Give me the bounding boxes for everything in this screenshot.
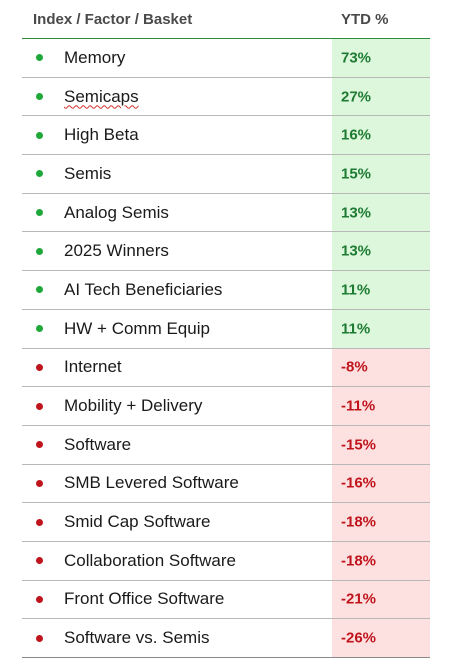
green-bullet-icon [36,286,43,294]
row-name: High Beta [64,125,139,145]
row-name: Semicaps [64,86,139,106]
ytd-value: -8% [341,358,368,376]
table-row: Internet -8% [22,348,430,388]
table-body: Memory 73% Semicaps 27% High Beta 16% Semis 15%… [22,39,430,658]
row-name: SMB Levered Software [64,473,239,493]
table-header: Index / Factor / Basket YTD % [22,0,430,39]
red-bullet-icon [36,557,43,565]
ytd-cell: 73% [332,39,430,77]
red-bullet-icon [36,518,43,526]
ytd-value: 11% [341,281,371,299]
table-row: Software -15% [22,425,430,465]
ytd-cell: 15% [332,155,430,193]
green-bullet-icon [36,170,43,178]
ytd-value: -15% [341,436,377,454]
table-row: SMB Levered Software -16% [22,464,430,504]
table-row: Smid Cap Software -18% [22,503,430,542]
ytd-cell: -11% [332,387,430,425]
header-name-column: Index / Factor / Basket [33,11,193,28]
table-row: AI Tech Beneficiaries 11% [22,271,430,310]
ytd-cell: -16% [332,464,430,503]
red-bullet-icon [36,441,43,449]
ytd-value: 13% [341,242,372,260]
table-row: Mobility + Delivery -11% [22,387,430,426]
table-row: Semicaps 27% [22,77,430,117]
green-bullet-icon [36,209,43,217]
header-ytd-column: YTD % [341,11,389,28]
ytd-value: 73% [341,49,372,67]
row-name: Analog Semis [64,202,169,222]
red-bullet-icon [36,363,43,371]
row-name: 2025 Winners [64,241,169,261]
ytd-value: -16% [341,474,377,492]
red-bullet-icon [36,595,43,603]
table-row: 2025 Winners 13% [22,232,430,272]
red-bullet-icon [36,634,43,642]
ytd-cell: -26% [332,619,430,657]
ytd-cell: -18% [332,541,430,580]
table-row: Collaboration Software -18% [22,541,430,581]
table-row: Semis 15% [22,155,430,194]
ytd-value: -11% [341,397,376,415]
ytd-cell: 16% [332,116,430,155]
ytd-cell: 13% [332,193,430,232]
green-bullet-icon [36,93,43,101]
row-name: Memory [64,47,126,67]
table-row: Memory 73% [22,39,430,78]
ytd-cell: -8% [332,348,430,387]
ytd-cell: -18% [332,503,430,541]
red-bullet-icon [36,402,43,410]
row-name: Software vs. Semis [64,628,210,648]
ytd-value: 13% [341,204,372,222]
row-name: Semis [64,163,112,183]
ytd-value: -21% [341,590,377,608]
table-row: HW + Comm Equip 11% [22,309,430,349]
red-bullet-icon [36,479,43,487]
ytd-cell: -15% [332,425,430,464]
row-name: Mobility + Delivery [64,396,203,416]
ytd-cell: 27% [332,77,430,116]
row-name: Internet [64,357,122,377]
green-bullet-icon [36,54,43,62]
green-bullet-icon [36,247,43,255]
row-name: AI Tech Beneficiaries [64,279,223,299]
row-name: Collaboration Software [64,550,236,570]
row-name: Software [64,434,132,454]
ytd-value: 16% [341,126,372,144]
table-row: Software vs. Semis -26% [22,619,430,658]
row-name: Smid Cap Software [64,512,211,532]
ytd-value: 11% [341,320,371,338]
table-row: High Beta 16% [22,116,430,156]
ytd-value: -18% [341,513,377,531]
row-name: Front Office Software [64,589,225,609]
table-row: Front Office Software -21% [22,580,430,620]
table-row: Analog Semis 13% [22,193,430,233]
performance-table: Index / Factor / Basket YTD % Memory 73% S… [22,0,430,658]
ytd-cell: 11% [332,309,430,348]
ytd-value: -26% [341,629,377,647]
ytd-cell: -21% [332,580,430,619]
green-bullet-icon [36,131,43,139]
ytd-value: 27% [341,88,372,106]
ytd-value: 15% [341,165,372,183]
ytd-cell: 13% [332,232,430,271]
row-name: HW + Comm Equip [64,318,210,338]
ytd-cell: 11% [332,271,430,309]
green-bullet-icon [36,325,43,333]
ytd-value: -18% [341,552,377,570]
